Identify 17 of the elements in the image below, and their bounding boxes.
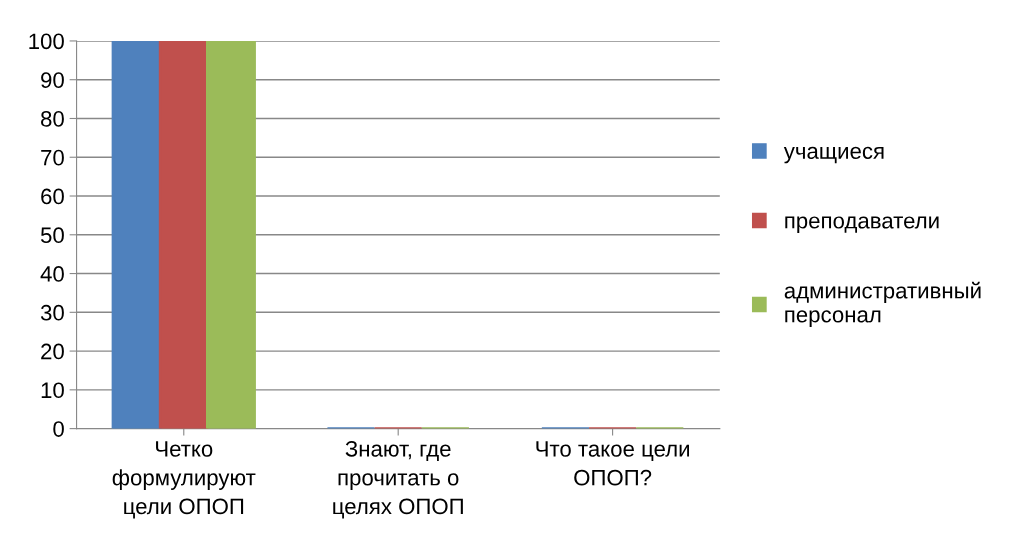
y-tick-label: 20 [41, 343, 64, 360]
x-tick-label: Знают, где прочитать о целях ОПОП [333, 441, 463, 519]
legend-label: учащиеся [783, 146, 884, 164]
y-tick-label: 30 [40, 304, 64, 321]
y-tick-label: 0 [53, 421, 64, 437]
y-tick-label: 90 [41, 72, 64, 88]
x-tick-label: Четко формулируют цели ОПОП [112, 441, 256, 519]
y-tick-label: 100 [29, 33, 64, 50]
y-tick-label: 60 [41, 188, 64, 205]
x-tick-label: Что такое цели ОПОП? [536, 441, 690, 486]
legend-label: преподаватели [785, 216, 939, 233]
y-tick-label: 10 [41, 382, 64, 399]
y-tick-label: 40 [40, 266, 64, 282]
y-tick-label: 50 [40, 227, 64, 244]
y-tick-label: 70 [41, 149, 64, 166]
legend-label: административный персонал [784, 281, 981, 327]
y-tick-label: 80 [41, 111, 64, 127]
